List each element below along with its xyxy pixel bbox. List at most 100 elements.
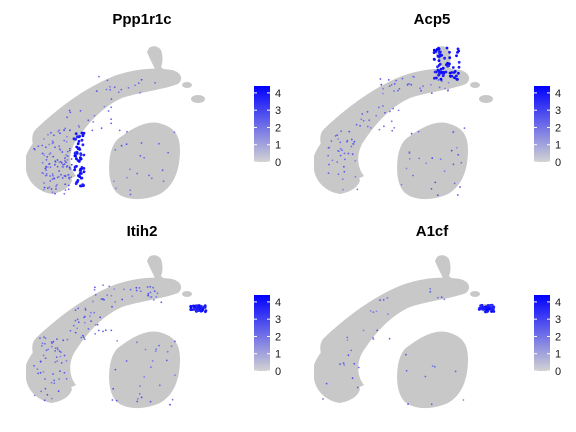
cell-point	[431, 157, 434, 159]
cell-point	[459, 186, 461, 188]
cell-point	[337, 150, 339, 152]
cell-point	[457, 153, 460, 156]
cell-point	[113, 180, 115, 183]
cell-point	[337, 173, 340, 176]
cell-point	[153, 299, 155, 301]
cell-point	[33, 394, 36, 397]
cell-point	[61, 165, 64, 168]
cell-point-high	[485, 308, 489, 312]
legend-tick-label: 0	[555, 157, 561, 169]
cell-point	[59, 132, 61, 135]
cell-point	[114, 149, 117, 151]
cell-point	[407, 82, 410, 85]
cell-point	[439, 158, 442, 161]
legend-tick-label: 1	[275, 140, 281, 152]
cell-point-high	[453, 76, 456, 80]
cell-point	[57, 130, 59, 133]
cell-point	[380, 83, 383, 86]
cell-point	[52, 141, 55, 144]
cell-point	[346, 339, 349, 341]
cell-point	[53, 382, 56, 385]
cell-point	[350, 349, 353, 352]
cell-point	[36, 368, 39, 370]
cell-point	[64, 183, 67, 186]
cell-point	[174, 374, 176, 376]
cell-point	[330, 140, 333, 142]
legend-gradient	[534, 86, 550, 162]
cell-point-high	[79, 184, 82, 188]
cell-point	[139, 154, 142, 157]
expressing-cells	[327, 46, 466, 197]
cell-point	[123, 288, 125, 291]
cell-point-high	[432, 51, 436, 54]
cell-point	[378, 128, 381, 131]
cell-point	[417, 130, 420, 133]
cell-point-high	[82, 167, 86, 170]
cell-point	[436, 194, 439, 197]
legend-tick-label: 3	[555, 105, 561, 117]
cell-point-high	[457, 71, 460, 75]
cell-point	[102, 330, 104, 333]
panel-title: A1cf	[416, 223, 450, 240]
cell-point	[54, 146, 56, 149]
cell-point-high	[73, 168, 76, 172]
legend-colorbar: 4 3 2 1 0	[534, 295, 561, 378]
cell-point-high	[444, 70, 448, 74]
cell-point	[65, 161, 67, 164]
cell-point	[110, 294, 113, 297]
cell-point	[401, 77, 404, 80]
cell-point	[447, 81, 450, 84]
cell-point	[137, 82, 140, 84]
cell-point	[387, 79, 390, 81]
cell-point-high	[440, 70, 444, 74]
cell-point	[49, 180, 52, 182]
cell-point	[134, 84, 136, 87]
cell-point	[66, 135, 68, 138]
legend-tick-label: 2	[555, 122, 561, 134]
cell-point	[56, 159, 59, 161]
legend-gradient	[534, 295, 550, 371]
cell-point	[87, 119, 90, 122]
cell-point	[366, 110, 369, 113]
cell-point	[116, 340, 119, 342]
cell-point	[372, 336, 374, 339]
cell-point	[340, 130, 342, 132]
cell-point	[43, 154, 46, 156]
cell-point	[46, 393, 49, 396]
cell-point	[79, 110, 82, 112]
cell-point-high	[439, 67, 443, 71]
panel-1: Ppp1r1c 4 3 2 1 0	[26, 11, 281, 200]
cell-point	[136, 398, 139, 400]
cell-point	[431, 365, 434, 367]
cell-point	[135, 289, 138, 292]
cell-point	[389, 110, 391, 113]
cell-point	[171, 398, 174, 401]
cell-point	[60, 362, 63, 364]
cell-point	[52, 373, 54, 375]
legend-colorbar: 4 3 2 1 0	[534, 86, 561, 169]
cell-point	[47, 166, 49, 168]
cell-point	[68, 149, 71, 152]
cell-point	[58, 170, 60, 172]
cell-point	[54, 160, 57, 163]
cell-point-high	[451, 66, 455, 69]
cell-point	[160, 301, 163, 304]
cell-point	[115, 399, 118, 402]
cell-point	[372, 338, 375, 341]
panel-2: Acp5 4 3 2 1 0	[314, 11, 561, 200]
cell-point-high	[189, 305, 193, 309]
cell-point-high	[196, 308, 200, 312]
cell-point	[126, 176, 128, 179]
cell-point	[120, 144, 123, 147]
cell-point	[67, 184, 70, 187]
cell-point	[347, 152, 350, 155]
cell-point	[368, 119, 371, 121]
cell-point	[430, 188, 433, 190]
cell-point	[158, 344, 160, 347]
cell-point	[109, 85, 111, 88]
cell-point	[127, 87, 130, 89]
cell-point	[424, 375, 427, 378]
cell-point	[429, 291, 431, 293]
cell-point	[110, 106, 113, 109]
cell-point	[51, 140, 54, 142]
